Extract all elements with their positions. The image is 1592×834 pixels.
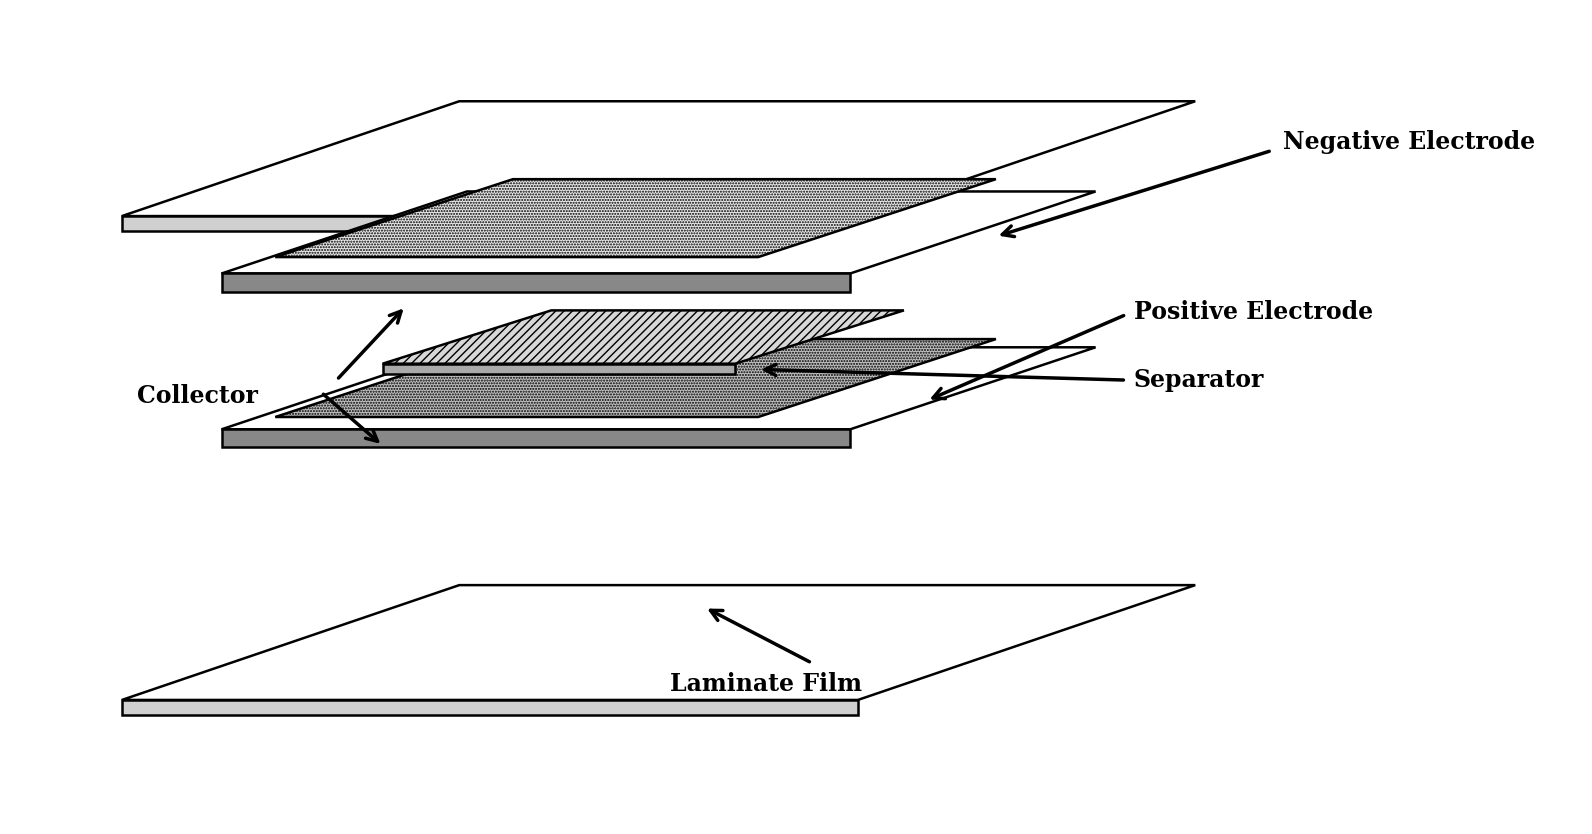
Text: Laminate Film: Laminate Film (670, 671, 861, 696)
Polygon shape (275, 339, 997, 417)
Text: Negative Electrode: Negative Electrode (1283, 130, 1535, 154)
Text: Separator: Separator (1134, 368, 1264, 392)
Polygon shape (221, 274, 850, 292)
Polygon shape (221, 192, 1095, 274)
Polygon shape (382, 310, 904, 364)
Polygon shape (123, 700, 858, 715)
Text: Positive Electrode: Positive Electrode (1134, 300, 1372, 324)
Polygon shape (123, 585, 1196, 700)
Polygon shape (123, 101, 1196, 216)
Polygon shape (123, 216, 858, 231)
Polygon shape (275, 179, 997, 257)
Polygon shape (221, 430, 850, 447)
Text: Collector: Collector (137, 384, 258, 409)
Polygon shape (382, 364, 736, 374)
Polygon shape (221, 347, 1095, 430)
